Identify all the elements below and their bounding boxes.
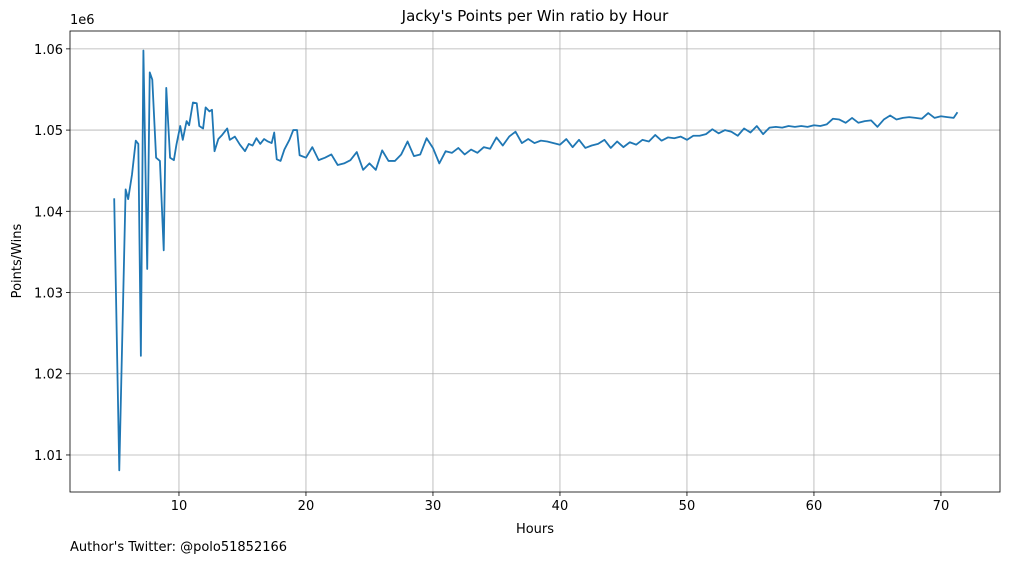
plot-frame xyxy=(69,30,1001,493)
y-tick-label: 1.05 xyxy=(34,124,63,139)
y-tick-label: 1.02 xyxy=(34,368,63,383)
y-tick-label: 1.04 xyxy=(34,205,63,220)
chart-title: Jacky's Points per Win ratio by Hour xyxy=(401,7,670,25)
y-tick-label: 1.01 xyxy=(34,449,63,464)
x-tick-label: 20 xyxy=(298,499,315,514)
y-tick-label: 1.06 xyxy=(34,43,63,58)
y-tick-label: 1.03 xyxy=(34,287,63,302)
y-offset-text: 1e6 xyxy=(70,13,95,28)
x-tick-label: 30 xyxy=(425,499,442,514)
footer: Author's Twitter: @polo51852166 xyxy=(70,540,287,555)
x-tick-label: 50 xyxy=(679,499,696,514)
x-axis-label: Hours xyxy=(516,522,554,537)
x-tick-label: 60 xyxy=(806,499,823,514)
x-tick-label: 70 xyxy=(933,499,950,514)
y-axis-label: Points/Wins xyxy=(10,223,25,298)
x-tick-label: 40 xyxy=(552,499,569,514)
data-line xyxy=(113,49,959,472)
x-tick-label: 10 xyxy=(171,499,188,514)
